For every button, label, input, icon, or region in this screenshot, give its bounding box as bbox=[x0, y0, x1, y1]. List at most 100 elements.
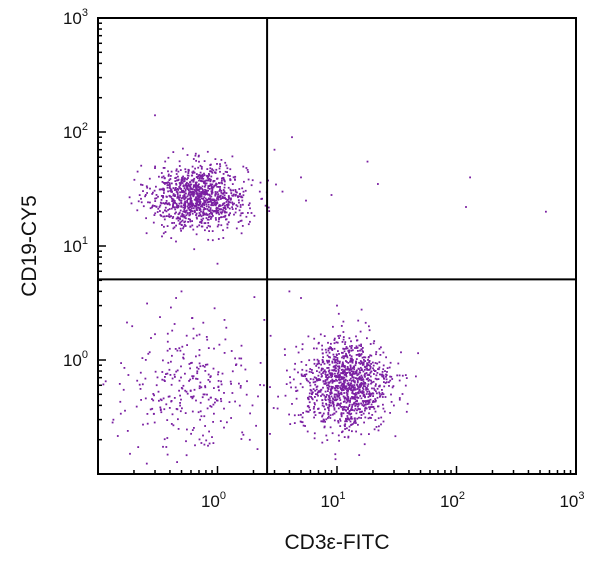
event-dot bbox=[205, 217, 208, 219]
event-dot bbox=[234, 211, 237, 214]
event-dot bbox=[343, 348, 346, 350]
event-dot bbox=[211, 188, 214, 191]
event-dot bbox=[213, 199, 215, 201]
event-dot bbox=[200, 195, 203, 198]
event-dot bbox=[221, 179, 223, 182]
event-dot bbox=[269, 386, 271, 388]
event-dot bbox=[330, 342, 332, 345]
event-dot bbox=[309, 368, 312, 370]
event-dot bbox=[326, 360, 329, 363]
event-dot bbox=[313, 437, 316, 440]
event-dot bbox=[334, 389, 337, 392]
event-dot bbox=[172, 198, 175, 201]
event-dot bbox=[361, 410, 363, 413]
event-dot bbox=[209, 183, 212, 186]
event-dot bbox=[345, 352, 347, 355]
event-dot bbox=[180, 180, 183, 182]
event-dot bbox=[200, 167, 203, 170]
event-dot bbox=[213, 387, 215, 389]
event-dot bbox=[417, 352, 419, 355]
event-dot bbox=[352, 403, 355, 405]
event-dot bbox=[177, 204, 180, 207]
event-dot bbox=[160, 188, 163, 191]
event-dot bbox=[223, 352, 226, 354]
event-dot bbox=[351, 370, 354, 373]
event-dot bbox=[363, 400, 366, 402]
event-dot bbox=[152, 191, 154, 194]
event-dot bbox=[327, 398, 330, 401]
event-dot bbox=[326, 359, 328, 362]
event-dot bbox=[373, 428, 376, 431]
event-dot bbox=[195, 233, 198, 236]
event-dot bbox=[230, 417, 232, 419]
event-dot bbox=[322, 356, 324, 359]
event-dot bbox=[168, 213, 171, 216]
event-dot bbox=[183, 178, 186, 180]
event-dot bbox=[338, 362, 341, 365]
event-dot bbox=[157, 195, 159, 198]
event-dot bbox=[170, 188, 172, 191]
event-dot bbox=[339, 386, 341, 389]
event-dot bbox=[180, 178, 183, 181]
event-dot bbox=[367, 359, 369, 361]
event-dot bbox=[206, 179, 209, 182]
event-dot bbox=[168, 208, 171, 210]
event-dot bbox=[217, 193, 220, 196]
event-dot bbox=[219, 165, 222, 168]
event-dot bbox=[184, 200, 186, 203]
event-dot bbox=[378, 425, 380, 428]
event-dot bbox=[355, 370, 358, 373]
event-dot bbox=[187, 184, 190, 186]
event-dot bbox=[204, 193, 206, 196]
event-dot bbox=[212, 202, 215, 204]
event-dot bbox=[199, 401, 202, 404]
event-dot bbox=[346, 412, 349, 414]
event-dot bbox=[189, 186, 192, 189]
event-dot bbox=[342, 401, 345, 403]
event-dot bbox=[322, 420, 325, 423]
event-dot bbox=[179, 209, 182, 212]
event-dot bbox=[180, 215, 182, 218]
event-dot bbox=[212, 403, 215, 406]
event-dot bbox=[331, 387, 333, 389]
event-dot bbox=[355, 362, 357, 365]
event-dot bbox=[200, 197, 203, 200]
event-dot bbox=[358, 378, 361, 381]
event-dot bbox=[308, 395, 311, 398]
event-dot bbox=[332, 405, 335, 408]
event-dot bbox=[215, 207, 218, 210]
event-dot bbox=[312, 372, 314, 374]
event-dot bbox=[332, 397, 334, 400]
event-dot bbox=[215, 218, 217, 221]
event-dot bbox=[372, 400, 375, 402]
event-dot bbox=[356, 400, 358, 403]
event-dot bbox=[320, 363, 322, 366]
event-dot bbox=[172, 187, 175, 189]
event-dot bbox=[207, 209, 210, 212]
event-dot bbox=[364, 385, 367, 388]
event-dot bbox=[356, 384, 359, 387]
event-dot bbox=[324, 380, 327, 382]
event-dot bbox=[224, 338, 227, 341]
event-dot bbox=[197, 166, 200, 169]
event-dot bbox=[200, 215, 203, 218]
event-dot bbox=[232, 203, 234, 206]
event-dot bbox=[256, 448, 259, 450]
event-dot bbox=[333, 407, 336, 410]
event-dot bbox=[205, 191, 208, 194]
event-dot bbox=[347, 367, 350, 370]
event-dot bbox=[343, 365, 346, 368]
event-dot bbox=[184, 189, 187, 192]
event-dot bbox=[175, 217, 178, 220]
event-dot bbox=[180, 220, 183, 223]
event-dot bbox=[217, 238, 220, 240]
event-dot bbox=[326, 378, 329, 381]
event-dot bbox=[207, 373, 210, 376]
event-dot bbox=[175, 182, 177, 185]
event-dot bbox=[197, 204, 200, 207]
event-dot bbox=[131, 325, 134, 328]
event-dot bbox=[269, 433, 271, 435]
event-dot bbox=[361, 383, 364, 385]
event-dot bbox=[202, 214, 205, 217]
event-dot bbox=[331, 375, 334, 378]
